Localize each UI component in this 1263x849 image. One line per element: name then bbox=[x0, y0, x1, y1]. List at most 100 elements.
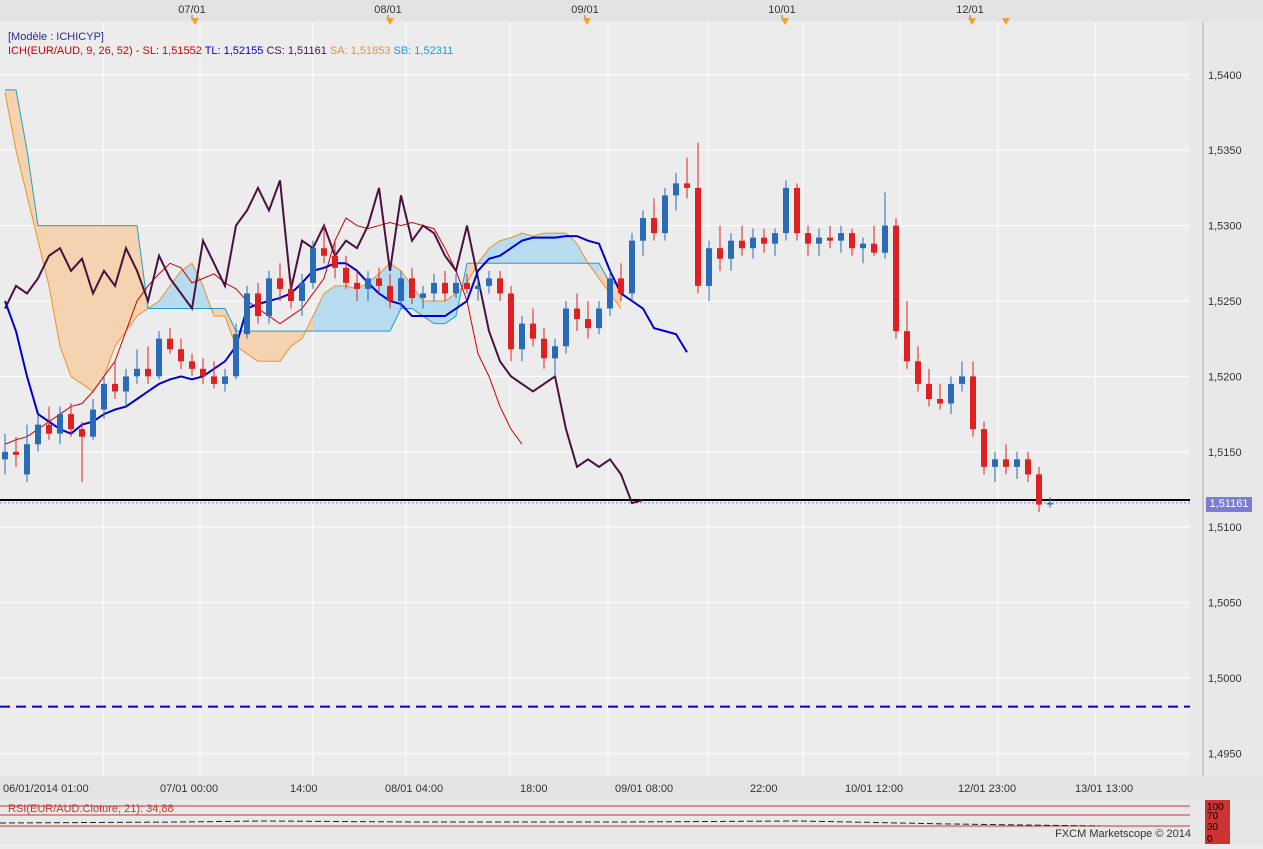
bear-candle bbox=[926, 383, 932, 399]
x-tick-label: 22:00 bbox=[750, 783, 778, 795]
bull-candle bbox=[35, 424, 41, 445]
sl-value: SL: 1,51552 bbox=[142, 45, 202, 57]
bear-candle bbox=[13, 451, 19, 455]
y-tick-label: 1,5150 bbox=[1208, 447, 1242, 459]
bear-candle bbox=[915, 361, 921, 384]
cloud-segment bbox=[324, 285, 335, 332]
y-tick-label: 1,5300 bbox=[1208, 221, 1242, 233]
bear-candle bbox=[46, 424, 52, 434]
bear-candle bbox=[277, 278, 283, 289]
bear-candle bbox=[695, 187, 701, 286]
bear-candle bbox=[1003, 459, 1009, 467]
tl-value: TL: 1,52155 bbox=[204, 45, 264, 57]
bull-candle bbox=[1047, 503, 1053, 505]
bear-candle bbox=[1025, 459, 1031, 475]
y-tick-label: 1,5100 bbox=[1208, 522, 1242, 534]
y-tick-label: 1,5050 bbox=[1208, 598, 1242, 610]
bull-candle bbox=[24, 444, 30, 475]
plot-background bbox=[0, 22, 1190, 776]
x-tick-label: 07/01 00:00 bbox=[160, 783, 218, 795]
y-tick-label: 1,5400 bbox=[1208, 70, 1242, 82]
event-marker bbox=[781, 18, 789, 25]
cloud-segment bbox=[214, 308, 225, 317]
top-date-bar bbox=[0, 0, 1263, 20]
bear-candle bbox=[387, 285, 393, 301]
bear-candle bbox=[145, 368, 151, 377]
bear-candle bbox=[376, 278, 382, 286]
top-date-label: 09/01 bbox=[571, 4, 599, 16]
footer-credit: FXCM Marketscope © 2014 bbox=[1055, 828, 1191, 840]
y-tick-label: 1,5000 bbox=[1208, 673, 1242, 685]
cloud-segment bbox=[16, 89, 27, 196]
bull-candle bbox=[673, 183, 679, 196]
bull-candle bbox=[398, 278, 404, 301]
bear-candle bbox=[189, 361, 195, 369]
bull-candle bbox=[728, 240, 734, 259]
cloud-segment bbox=[346, 285, 357, 332]
cloud-segment bbox=[49, 225, 60, 347]
bear-candle bbox=[618, 278, 624, 294]
bull-candle bbox=[299, 282, 305, 301]
bear-candle bbox=[871, 243, 877, 253]
bull-candle bbox=[783, 187, 789, 234]
rsi-scale bbox=[1205, 800, 1230, 844]
cloud-segment bbox=[93, 225, 104, 392]
bull-candle bbox=[453, 282, 459, 294]
bear-candle bbox=[739, 240, 745, 249]
bull-candle bbox=[486, 278, 492, 286]
bear-candle bbox=[211, 376, 217, 384]
bear-candle bbox=[409, 278, 415, 298]
bear-candle bbox=[541, 338, 547, 359]
bear-candle bbox=[893, 225, 899, 332]
bear-candle bbox=[761, 237, 767, 244]
bull-candle bbox=[552, 346, 558, 359]
indicator-name: ICH(EUR/AUD, 9, 26, 52) - bbox=[8, 45, 140, 57]
rsi-line bbox=[0, 820, 1101, 827]
bull-candle bbox=[156, 338, 162, 377]
indicator-legend: ICH(EUR/AUD, 9, 26, 52) - SL: 1,51552 TL… bbox=[8, 45, 453, 57]
bull-candle bbox=[123, 376, 129, 392]
x-tick-label: 08/01 04:00 bbox=[385, 783, 443, 795]
bull-candle bbox=[596, 308, 602, 329]
bear-candle bbox=[464, 282, 470, 289]
bull-candle bbox=[992, 459, 998, 467]
bull-candle bbox=[134, 368, 140, 377]
bull-candle bbox=[266, 278, 272, 317]
bear-candle bbox=[827, 237, 833, 241]
kijun-line bbox=[4, 217, 523, 445]
bear-candle bbox=[332, 255, 338, 268]
bear-candle bbox=[1036, 474, 1042, 505]
top-date-label: 07/01 bbox=[178, 4, 206, 16]
bear-candle bbox=[530, 323, 536, 339]
bull-candle bbox=[57, 414, 63, 434]
bull-candle bbox=[816, 237, 822, 244]
cloud-segment bbox=[313, 293, 324, 332]
cloud-segment bbox=[291, 331, 302, 347]
rsi-label: RSI(EUR/AUD.Cloture, 21): 34,88 bbox=[8, 803, 174, 815]
bull-candle bbox=[310, 248, 316, 283]
bull-candle bbox=[772, 233, 778, 244]
cloud-segment bbox=[170, 270, 181, 309]
bear-candle bbox=[255, 293, 261, 317]
bear-candle bbox=[585, 319, 591, 329]
bear-candle bbox=[508, 293, 514, 350]
top-date-label: 12/01 bbox=[956, 4, 984, 16]
bear-candle bbox=[904, 331, 910, 362]
bull-candle bbox=[1014, 459, 1020, 467]
cloud-segment bbox=[445, 293, 456, 324]
x-tick-label: 13/01 13:00 bbox=[1075, 783, 1133, 795]
rsi-level-label: 100 bbox=[1207, 802, 1224, 813]
event-marker bbox=[968, 18, 976, 25]
cloud-segment bbox=[357, 282, 368, 332]
bull-candle bbox=[838, 233, 844, 241]
senkou-a-line bbox=[4, 92, 622, 393]
bull-candle bbox=[882, 225, 888, 253]
bull-candle bbox=[959, 376, 965, 384]
x-tick-label: 14:00 bbox=[290, 783, 318, 795]
bear-candle bbox=[442, 282, 448, 294]
cloud-segment bbox=[511, 233, 522, 264]
bull-candle bbox=[629, 240, 635, 294]
cloud-segment bbox=[533, 233, 544, 264]
